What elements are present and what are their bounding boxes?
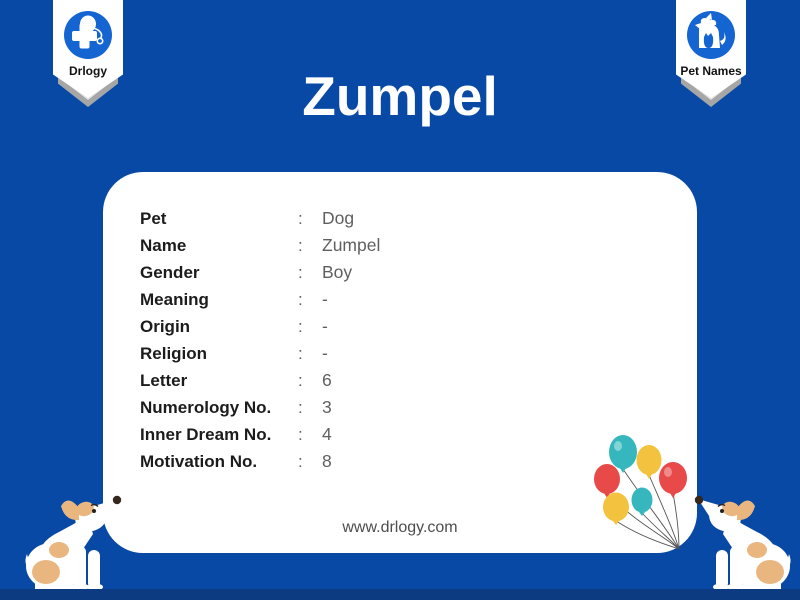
info-row: Name : Zumpel (140, 235, 380, 262)
pet-names-logo-circle (687, 11, 735, 59)
drlogy-badge: Drlogy (53, 0, 123, 114)
info-row: Motivation No. : 8 (140, 451, 380, 478)
info-value: 6 (322, 370, 332, 390)
pet-info-list: Pet : Dog Name : Zumpel Gender : Boy Mea… (140, 208, 380, 478)
balloons-illustration (594, 435, 687, 550)
info-label: Religion (140, 344, 208, 363)
info-label: Motivation No. (140, 452, 258, 471)
dog-illustration-right (694, 495, 791, 590)
info-label: Name (140, 236, 187, 255)
pet-names-badge: Pet Names (676, 0, 746, 114)
info-colon: : (298, 209, 303, 228)
drlogy-logo-circle (64, 11, 112, 59)
info-value: 8 (322, 451, 332, 471)
info-colon: : (298, 317, 303, 336)
info-label: Letter (140, 371, 188, 390)
page-title: Zumpel (302, 65, 498, 127)
info-colon: : (298, 452, 303, 471)
info-colon: : (298, 344, 303, 363)
dog-and-cat-icon (687, 11, 735, 59)
info-label: Meaning (140, 290, 209, 309)
info-row: Numerology No. : 3 (140, 397, 380, 424)
info-value: Boy (322, 262, 353, 282)
info-value: Zumpel (322, 235, 381, 255)
info-value: - (322, 316, 328, 336)
info-row: Meaning : - (140, 289, 380, 316)
footer-bar (0, 589, 800, 600)
info-label: Origin (140, 317, 191, 336)
info-label: Gender (140, 263, 200, 282)
info-row: Pet : Dog (140, 208, 380, 235)
medical-cross-stethoscope-icon (64, 11, 112, 59)
info-colon: : (298, 398, 303, 417)
dog-illustration-left (25, 495, 122, 590)
drlogy-badge-label: Drlogy (68, 64, 107, 78)
info-colon: : (298, 425, 303, 444)
info-value: Dog (322, 208, 355, 228)
pet-info-card: Pet : Dog Name : Zumpel Gender : Boy Mea… (103, 172, 697, 553)
website-url: www.drlogy.com (342, 519, 458, 536)
info-value: - (322, 289, 328, 309)
info-value: 3 (322, 397, 332, 417)
info-colon: : (298, 290, 303, 309)
pet-names-badge-label: Pet Names (680, 64, 742, 78)
info-row: Letter : 6 (140, 370, 380, 397)
info-colon: : (298, 371, 303, 390)
info-label: Inner Dream No. (140, 425, 272, 444)
info-value: - (322, 343, 328, 363)
info-row: Origin : - (140, 316, 380, 343)
info-row: Religion : - (140, 343, 380, 370)
info-row: Inner Dream No. : 4 (140, 424, 380, 451)
info-value: 4 (322, 424, 332, 444)
info-row: Gender : Boy (140, 262, 380, 289)
info-colon: : (298, 236, 303, 255)
info-label: Numerology No. (140, 398, 272, 417)
info-label: Pet (140, 209, 167, 228)
info-colon: : (298, 263, 303, 282)
